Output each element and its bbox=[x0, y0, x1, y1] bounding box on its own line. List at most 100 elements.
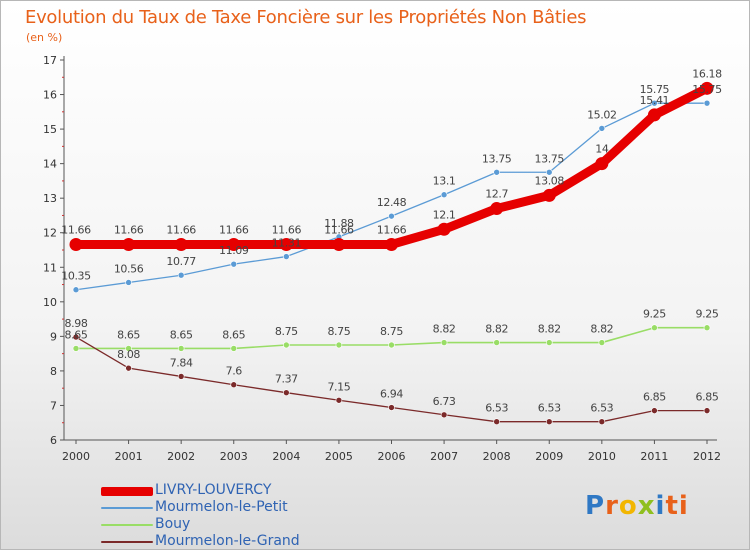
data-point bbox=[335, 341, 343, 349]
data-label: 6.53 bbox=[538, 402, 561, 415]
data-point bbox=[72, 333, 80, 341]
logo-letter: x bbox=[637, 491, 656, 521]
data-label: 15.02 bbox=[587, 108, 617, 121]
data-point bbox=[440, 191, 448, 199]
data-point bbox=[385, 237, 398, 251]
x-tick-label: 2009 bbox=[535, 450, 563, 463]
data-point bbox=[651, 407, 658, 414]
data-label: 11.66 bbox=[377, 223, 407, 236]
data-point bbox=[542, 188, 556, 202]
legend-label: Mourmelon-le-Petit bbox=[155, 499, 288, 515]
data-point bbox=[490, 202, 504, 216]
legend-label: LIVRY-LOUVERCY bbox=[155, 482, 272, 498]
data-label: 11.66 bbox=[61, 223, 91, 236]
y-tick-label: 6 bbox=[50, 434, 57, 447]
data-label: 7.37 bbox=[275, 373, 298, 386]
logo-letter: r bbox=[605, 491, 619, 521]
data-point bbox=[230, 345, 238, 352]
x-tick-label: 2003 bbox=[220, 450, 248, 463]
y-tick-label: 13 bbox=[43, 192, 57, 205]
data-label: 11.31 bbox=[272, 237, 302, 250]
legend-label: Bouy bbox=[155, 516, 191, 532]
data-label: 8.65 bbox=[170, 328, 193, 341]
data-label: 16.18 bbox=[692, 67, 722, 80]
legend-swatch bbox=[101, 486, 153, 496]
y-tick-label: 7 bbox=[50, 399, 57, 412]
data-label: 11.09 bbox=[219, 244, 249, 257]
legend-swatch bbox=[101, 541, 153, 543]
data-point bbox=[703, 99, 711, 107]
data-label: 6.94 bbox=[380, 388, 403, 401]
data-label: 11.88 bbox=[324, 217, 354, 230]
logo-letter: ti bbox=[665, 491, 689, 521]
data-label: 8.08 bbox=[117, 348, 140, 361]
data-label: 7.15 bbox=[327, 380, 350, 393]
data-point bbox=[174, 237, 188, 251]
data-point bbox=[283, 341, 290, 349]
data-point bbox=[595, 157, 609, 171]
data-point bbox=[545, 418, 553, 425]
data-label: 10.56 bbox=[114, 262, 144, 275]
data-point bbox=[279, 237, 293, 251]
data-point bbox=[545, 168, 553, 176]
data-point bbox=[72, 286, 80, 294]
data-point bbox=[437, 222, 451, 236]
x-tick-label: 2000 bbox=[62, 450, 90, 463]
data-label: 12.1 bbox=[433, 208, 456, 221]
y-tick-label: 15 bbox=[43, 123, 57, 136]
data-label: 8.82 bbox=[590, 323, 613, 336]
data-label: 8.82 bbox=[538, 323, 561, 336]
data-point bbox=[440, 339, 448, 346]
data-point bbox=[230, 381, 238, 389]
data-point bbox=[651, 324, 658, 332]
legend-swatch bbox=[101, 507, 153, 509]
data-point bbox=[177, 373, 185, 380]
x-tick-label: 2011 bbox=[640, 450, 668, 463]
data-point bbox=[283, 253, 290, 260]
data-label: 15.75 bbox=[640, 83, 670, 96]
x-tick-label: 2006 bbox=[378, 450, 406, 463]
x-tick-label: 2005 bbox=[325, 450, 353, 463]
data-label: 15.41 bbox=[640, 94, 670, 107]
data-label: 10.35 bbox=[61, 270, 91, 283]
data-label: 8.75 bbox=[327, 325, 350, 338]
data-point bbox=[651, 99, 658, 107]
data-label: 12.7 bbox=[485, 188, 508, 201]
proxiti-logo: Proxiti bbox=[585, 491, 689, 521]
y-tick-label: 12 bbox=[43, 227, 57, 240]
data-label: 13.75 bbox=[482, 152, 512, 165]
data-label: 8.98 bbox=[65, 317, 88, 330]
y-tick-label: 14 bbox=[43, 158, 57, 171]
data-label: 8.75 bbox=[380, 325, 403, 338]
data-point bbox=[125, 279, 132, 286]
data-point bbox=[700, 81, 714, 95]
data-label: 6.85 bbox=[643, 391, 666, 404]
data-point bbox=[703, 407, 711, 414]
data-label: 14 bbox=[595, 143, 609, 156]
data-point bbox=[177, 271, 185, 279]
data-point bbox=[125, 364, 132, 372]
data-label: 8.65 bbox=[222, 328, 245, 341]
data-point bbox=[283, 389, 290, 396]
y-tick-label: 8 bbox=[50, 365, 57, 378]
data-point bbox=[230, 260, 238, 268]
y-tick-label: 9 bbox=[50, 330, 57, 343]
data-point bbox=[703, 324, 711, 332]
data-point bbox=[647, 108, 661, 122]
data-label: 6.85 bbox=[696, 391, 719, 404]
y-tick-label: 16 bbox=[43, 89, 57, 102]
data-point bbox=[598, 339, 606, 346]
data-point bbox=[69, 237, 83, 251]
data-point bbox=[598, 125, 606, 132]
data-label: 9.25 bbox=[696, 308, 719, 321]
data-label: 8.82 bbox=[485, 323, 508, 336]
logo-letter: P bbox=[585, 491, 606, 521]
logo-letter: i bbox=[655, 491, 666, 521]
legend-swatch bbox=[101, 524, 153, 526]
data-label: 13.1 bbox=[433, 175, 456, 188]
x-tick-label: 2010 bbox=[588, 450, 616, 463]
data-label: 11.66 bbox=[272, 223, 302, 236]
data-point bbox=[598, 418, 606, 425]
